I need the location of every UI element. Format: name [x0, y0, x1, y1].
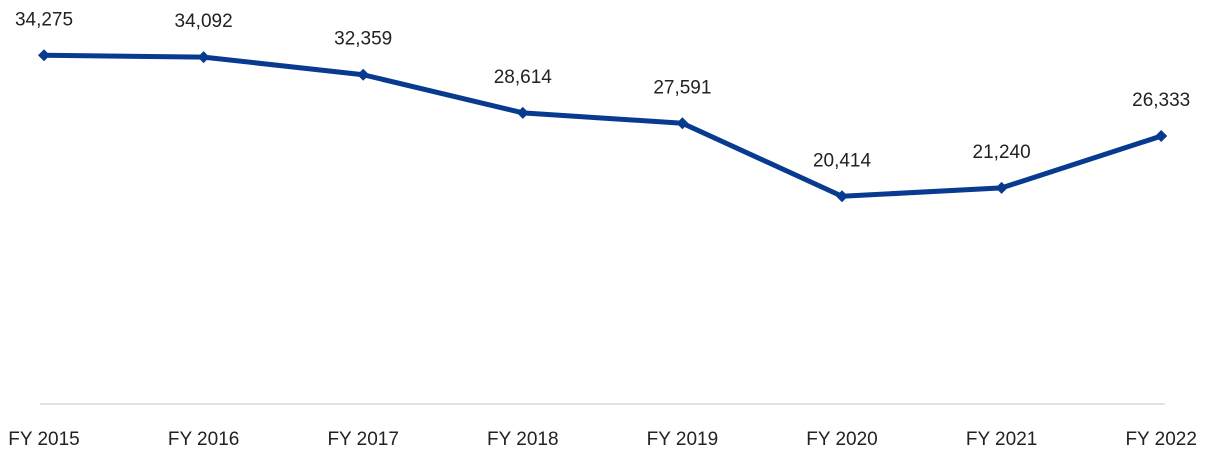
data-label: 21,240: [973, 142, 1031, 163]
data-marker: [836, 190, 848, 203]
data-label: 28,614: [494, 67, 553, 88]
data-label: 34,275: [15, 9, 73, 30]
x-tick-label: FY 2021: [966, 429, 1037, 449]
data-marker: [995, 181, 1008, 194]
x-tick-label: FY 2015: [8, 429, 79, 449]
data-marker: [516, 106, 529, 119]
data-label: 26,333: [1132, 90, 1190, 111]
data-marker: [1155, 130, 1168, 143]
x-tick-label: FY 2020: [806, 429, 877, 449]
data-marker: [357, 68, 370, 81]
x-tick-label: FY 2017: [327, 429, 398, 449]
data-line: [43, 52, 1162, 199]
data-marker: [676, 117, 689, 130]
x-tick-label: FY 2022: [1125, 429, 1196, 449]
data-label: 20,414: [813, 150, 872, 171]
data-label: 32,359: [334, 29, 392, 50]
x-tick-label: FY 2018: [487, 429, 558, 449]
data-marker: [197, 51, 210, 64]
x-tick-label: FY 2019: [647, 429, 718, 449]
x-tick-label: FY 2016: [168, 429, 239, 449]
data-marker: [38, 49, 50, 62]
data-label: 27,591: [653, 77, 711, 98]
data-label: 34,092: [175, 11, 233, 32]
